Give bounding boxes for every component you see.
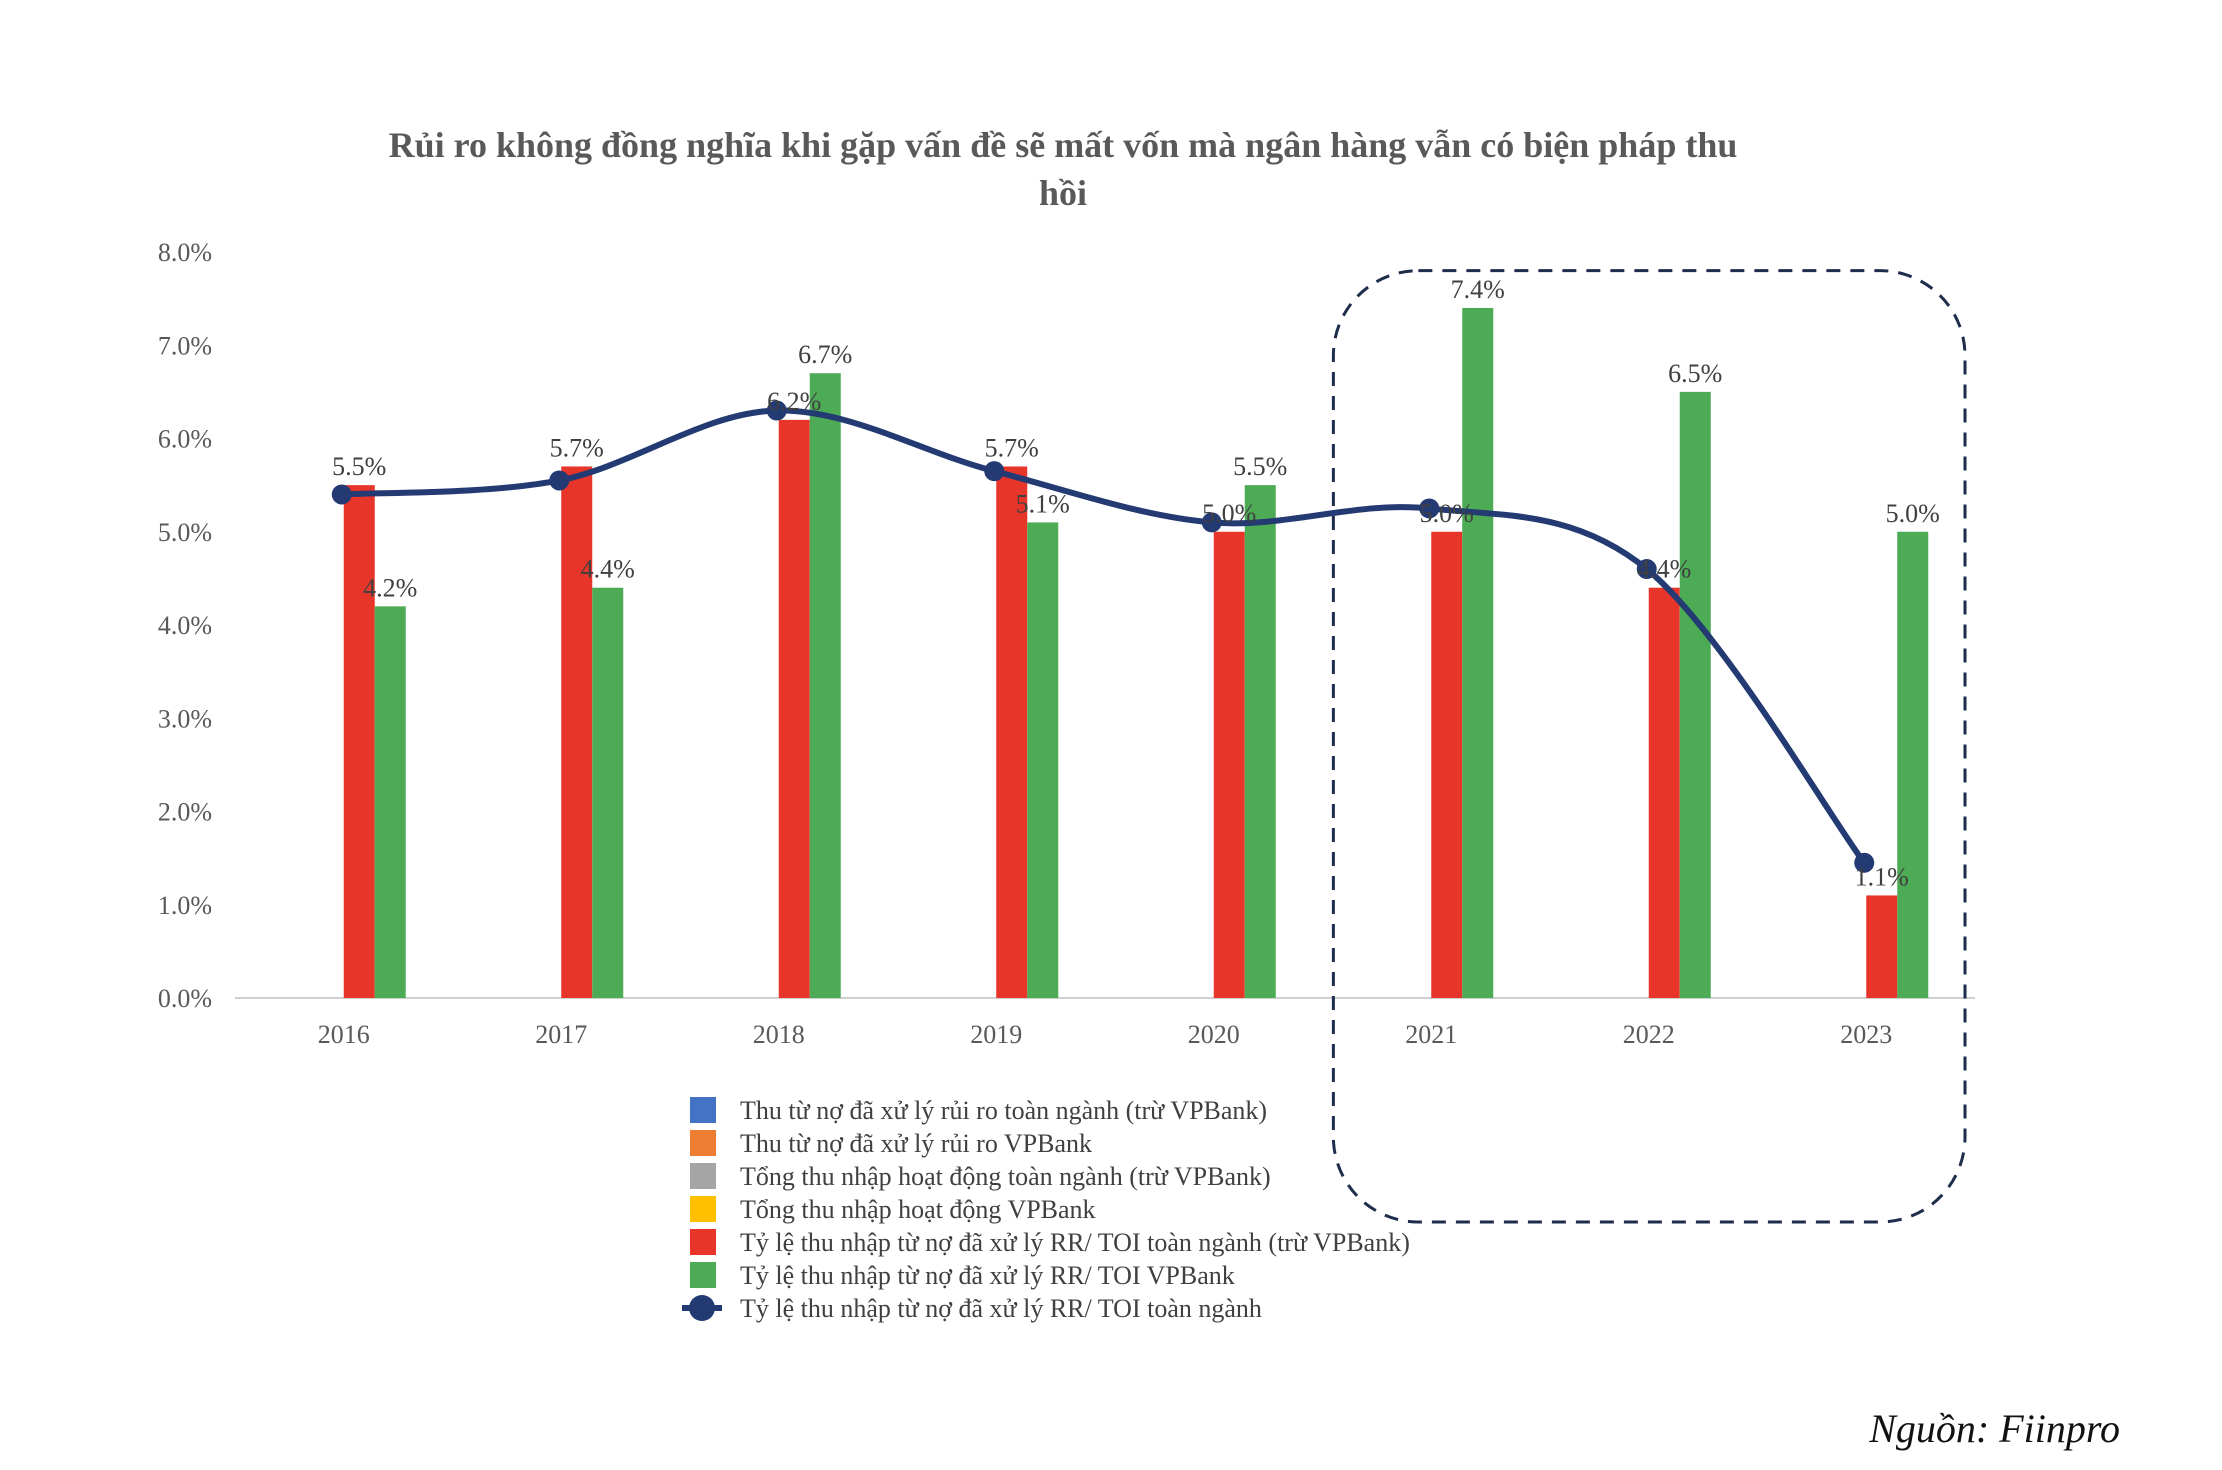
- bar-vpbank: [592, 587, 624, 998]
- legend-swatch: [690, 1163, 716, 1189]
- bar-industry: [343, 485, 375, 998]
- line-point: [549, 470, 570, 491]
- y-tick-label: 0.0%: [158, 984, 212, 1013]
- line-point: [1201, 512, 1222, 533]
- line-series: [331, 400, 1875, 873]
- x-tick-label: 2023: [1840, 1020, 1892, 1049]
- data-label: 4.2%: [363, 573, 417, 602]
- highlight-box: [1331, 269, 1967, 1224]
- data-label: 6.7%: [798, 340, 852, 369]
- data-label: 5.0%: [1202, 499, 1256, 528]
- x-tick-label: 2021: [1405, 1020, 1457, 1049]
- y-axis: 0.0% 1.0% 2.0% 3.0% 4.0% 5.0% 6.0% 7.0% 8.0%: [158, 238, 212, 1013]
- data-labels: 5.5% 5.7% 6.2% 5.7% 5.0% 5.0% 4.4% 1.1% 4.2% 4.4%…: [332, 275, 1940, 891]
- data-label: 4.4%: [581, 555, 635, 584]
- data-label: 6.2%: [767, 387, 821, 416]
- x-axis: 2016 2017 2018 2019 2020 2021 2022 2023: [235, 997, 1975, 1049]
- data-label: 6.5%: [1668, 359, 1722, 388]
- y-tick-label: 8.0%: [158, 238, 212, 267]
- bar-industry: [561, 466, 593, 999]
- line-point: [1854, 852, 1875, 873]
- legend-swatch: [690, 1130, 716, 1156]
- bar-vpbank: [1897, 531, 1929, 998]
- y-tick-label: 5.0%: [158, 518, 212, 547]
- bar-vpbank: [1679, 391, 1711, 998]
- x-tick-label: 2016: [318, 1020, 370, 1049]
- x-tick-label: 2017: [535, 1020, 587, 1049]
- bar-vpbank: [809, 373, 841, 999]
- data-label: 7.4%: [1451, 275, 1505, 304]
- data-label: 5.5%: [1233, 452, 1287, 481]
- y-tick-label: 7.0%: [158, 331, 212, 360]
- bar-vpbank: [1462, 307, 1494, 998]
- y-tick-label: 4.0%: [158, 611, 212, 640]
- bar-industry: [1213, 531, 1245, 998]
- line-point: [1636, 559, 1657, 580]
- legend-label: Tỷ lệ thu nhập từ nợ đã xử lý RR/ TOI to…: [740, 1228, 1410, 1257]
- bar-industry: [1866, 895, 1898, 998]
- legend-label: Thu từ nợ đã xử lý rủi ro toàn ngành (tr…: [740, 1096, 1267, 1125]
- legend-label: Tỷ lệ thu nhập từ nợ đã xử lý RR/ TOI VP…: [740, 1261, 1235, 1290]
- legend-swatch-dot: [689, 1295, 715, 1321]
- legend-label: Tỷ lệ thu nhập từ nợ đã xử lý RR/ TOI to…: [740, 1294, 1262, 1323]
- x-tick-label: 2019: [970, 1020, 1022, 1049]
- data-label: 5.0%: [1886, 499, 1940, 528]
- chart-title-line-1: Rủi ro không đồng nghĩa khi gặp vấn đề s…: [389, 125, 1738, 165]
- data-label: 5.5%: [332, 452, 386, 481]
- x-tick-label: 2022: [1623, 1020, 1675, 1049]
- legend-swatch: [690, 1097, 716, 1123]
- chart-title-line-2: hồi: [1039, 173, 1087, 213]
- bar-industry: [996, 466, 1028, 999]
- data-label: 5.1%: [1016, 489, 1070, 518]
- legend-label: Tổng thu nhập hoạt động toàn ngành (trừ …: [740, 1162, 1271, 1191]
- y-tick-label: 6.0%: [158, 425, 212, 454]
- bars: [343, 307, 1929, 999]
- data-label: 4.4%: [1637, 555, 1691, 584]
- x-tick-label: 2020: [1188, 1020, 1240, 1049]
- data-label: 5.0%: [1420, 499, 1474, 528]
- line-point: [766, 400, 787, 421]
- y-tick-label: 3.0%: [158, 704, 212, 733]
- bar-vpbank: [374, 606, 406, 998]
- bar-vpbank: [1027, 522, 1059, 998]
- legend-swatch: [690, 1262, 716, 1288]
- bar-industry: [1431, 531, 1463, 998]
- line-point: [331, 484, 352, 505]
- bar-industry: [778, 419, 810, 999]
- y-tick-label: 1.0%: [158, 891, 212, 920]
- data-label: 5.7%: [550, 433, 604, 462]
- legend: Thu từ nợ đã xử lý rủi ro toàn ngành (tr…: [682, 1096, 1410, 1323]
- legend-swatch: [690, 1196, 716, 1222]
- line-point: [1419, 498, 1440, 519]
- x-tick-label: 2018: [753, 1020, 805, 1049]
- y-tick-label: 2.0%: [158, 798, 212, 827]
- legend-label: Thu từ nợ đã xử lý rủi ro VPBank: [740, 1129, 1092, 1158]
- legend-label: Tổng thu nhập hoạt động VPBank: [740, 1195, 1096, 1224]
- bar-industry: [1648, 587, 1680, 998]
- source-note: Nguồn: Fiinpro: [1868, 1406, 2120, 1451]
- bar-vpbank: [1244, 485, 1276, 998]
- data-label: 5.7%: [985, 433, 1039, 462]
- legend-swatch: [690, 1229, 716, 1255]
- line-point: [984, 461, 1005, 482]
- data-label: 1.1%: [1855, 862, 1909, 891]
